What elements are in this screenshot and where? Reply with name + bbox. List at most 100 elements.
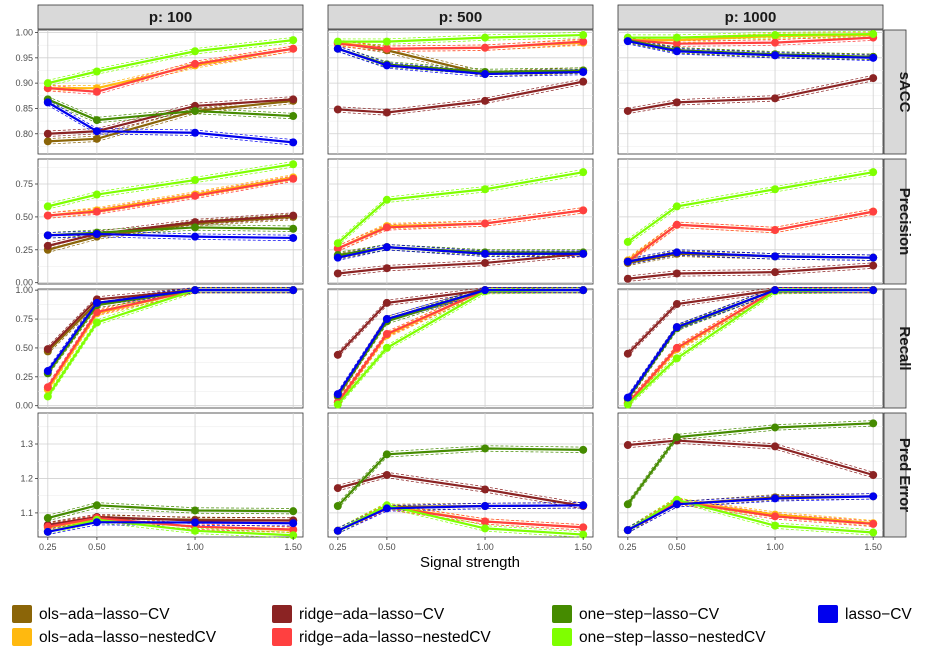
series-ci-upper [627, 38, 874, 56]
series-line [47, 47, 294, 93]
series-line [627, 32, 874, 39]
series-ci-lower [337, 292, 584, 358]
x-axes: 0.25 0.50 1.00 1.50 0.25 0.50 1.00 1.50 0.25 0.50… [39, 537, 882, 552]
data-point [771, 442, 780, 451]
data-point [869, 471, 878, 479]
legend-swatch [552, 628, 572, 646]
x-tick-label: 1.00 [476, 542, 494, 552]
data-point [43, 383, 52, 392]
data-point [92, 116, 101, 125]
series-ci-upper [627, 208, 874, 260]
data-point [333, 502, 342, 510]
row-strip-bg [883, 288, 907, 409]
legend-swatch [818, 605, 838, 623]
series-ci-upper [47, 502, 294, 516]
data-point [869, 74, 878, 83]
data-point [92, 298, 101, 307]
data-point [333, 350, 342, 359]
legend: ols−ada−lasso−CV ridge−ada−lasso−CV one−st… [12, 605, 912, 646]
y-tick-label: 0.50 [15, 212, 33, 222]
legend-item: ols−ada−lasso−CV [12, 605, 170, 623]
facet-panel [37, 29, 304, 155]
series-ci-upper [47, 513, 294, 523]
series-line [47, 504, 294, 520]
series-line [627, 36, 874, 45]
y-tick-label: 1.00 [15, 28, 33, 38]
data-point [579, 168, 588, 177]
data-point [43, 137, 52, 146]
series-ci-upper [627, 497, 874, 528]
data-point [43, 241, 52, 250]
series-ci-upper [337, 45, 584, 72]
data-point [191, 286, 200, 295]
data-point [672, 323, 681, 332]
series-ci-upper [47, 230, 294, 236]
data-point [333, 400, 342, 409]
data-point [289, 525, 298, 534]
data-point [623, 349, 632, 358]
y-tick-label: 1.2 [20, 473, 33, 483]
data-point [869, 207, 878, 216]
data-point [771, 268, 780, 277]
legend-swatch [552, 605, 572, 623]
series-line [337, 33, 584, 43]
series-ci-upper [337, 38, 584, 47]
series-ci-upper [47, 224, 294, 233]
data-point [623, 106, 632, 115]
data-point [579, 501, 588, 510]
data-point [289, 211, 298, 220]
series-ci-upper [337, 287, 584, 403]
data-point [191, 106, 200, 115]
data-point [191, 526, 200, 535]
series-ci-lower [627, 425, 874, 508]
series-ci-lower [47, 229, 294, 239]
legend-label: one−step−lasso−CV [579, 606, 720, 623]
data-point [333, 526, 342, 535]
legend-label: lasso−CV [845, 606, 912, 623]
data-point [333, 390, 342, 399]
series-ci-lower [337, 256, 584, 277]
series-line [627, 439, 874, 477]
facet-panel [37, 286, 304, 409]
facet-panel [327, 158, 594, 285]
series-ci-upper [337, 207, 584, 247]
data-point [92, 87, 101, 96]
series-line [336, 289, 584, 395]
series-ci-upper [337, 244, 584, 256]
facet-panels [37, 29, 884, 540]
facet-panel [617, 29, 884, 155]
data-point [382, 450, 391, 459]
data-point [191, 191, 200, 200]
legend-item: ridge−ada−lasso−nestedCV [272, 628, 491, 646]
y-tick-label: 0.50 [15, 343, 33, 353]
data-point [771, 226, 780, 235]
data-point [382, 264, 391, 273]
data-point [579, 68, 588, 77]
series-ci-lower [337, 249, 584, 261]
series-line [337, 40, 584, 50]
data-point [289, 224, 298, 233]
row-strip-label: Precision [896, 188, 913, 256]
series-ci-lower [47, 507, 294, 522]
data-point [191, 518, 200, 527]
legend-item: one−step−lasso−nestedCV [552, 628, 766, 646]
y-tick-label: 0.85 [15, 103, 33, 113]
data-point [92, 67, 101, 76]
x-tick-label: 0.25 [329, 542, 347, 552]
series-line [627, 264, 874, 280]
data-point [382, 37, 391, 46]
data-point [481, 185, 490, 194]
legend-swatch [272, 628, 292, 646]
series-ci-lower [627, 37, 874, 44]
data-point [289, 507, 298, 516]
series-line [47, 515, 294, 527]
data-point [43, 514, 52, 523]
data-point [191, 128, 200, 137]
data-point [771, 423, 780, 432]
x-tick-label: 0.50 [88, 542, 106, 552]
facet-panel [37, 412, 304, 540]
y-tick-label: 0.25 [15, 245, 33, 255]
data-point [43, 231, 52, 240]
data-point [579, 31, 588, 40]
